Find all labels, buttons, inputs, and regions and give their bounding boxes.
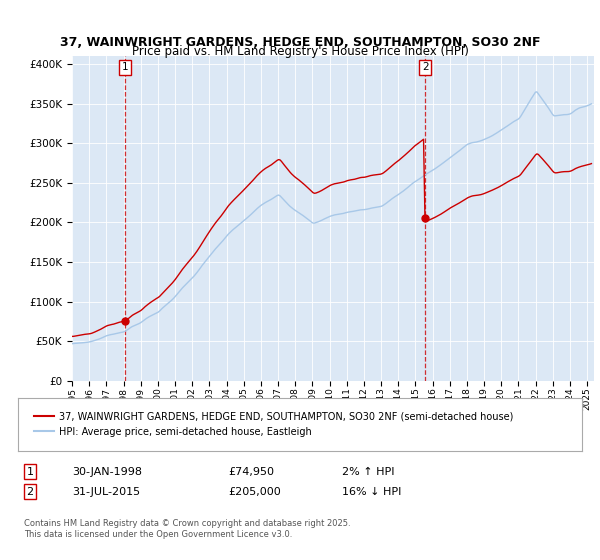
Text: 2% ↑ HPI: 2% ↑ HPI [342,466,395,477]
Text: 37, WAINWRIGHT GARDENS, HEDGE END, SOUTHAMPTON, SO30 2NF: 37, WAINWRIGHT GARDENS, HEDGE END, SOUTH… [60,35,540,49]
Text: 2: 2 [422,62,428,72]
Text: £205,000: £205,000 [228,487,281,497]
Text: £74,950: £74,950 [228,466,274,477]
Text: 1: 1 [26,466,34,477]
Text: Contains HM Land Registry data © Crown copyright and database right 2025.
This d: Contains HM Land Registry data © Crown c… [24,520,350,539]
Text: 30-JAN-1998: 30-JAN-1998 [72,466,142,477]
Text: 2: 2 [26,487,34,497]
Text: 16% ↓ HPI: 16% ↓ HPI [342,487,401,497]
Legend: 37, WAINWRIGHT GARDENS, HEDGE END, SOUTHAMPTON, SO30 2NF (semi-detached house), : 37, WAINWRIGHT GARDENS, HEDGE END, SOUTH… [29,406,519,442]
Text: 1: 1 [122,62,128,72]
Text: Price paid vs. HM Land Registry's House Price Index (HPI): Price paid vs. HM Land Registry's House … [131,45,469,58]
Text: 31-JUL-2015: 31-JUL-2015 [72,487,140,497]
